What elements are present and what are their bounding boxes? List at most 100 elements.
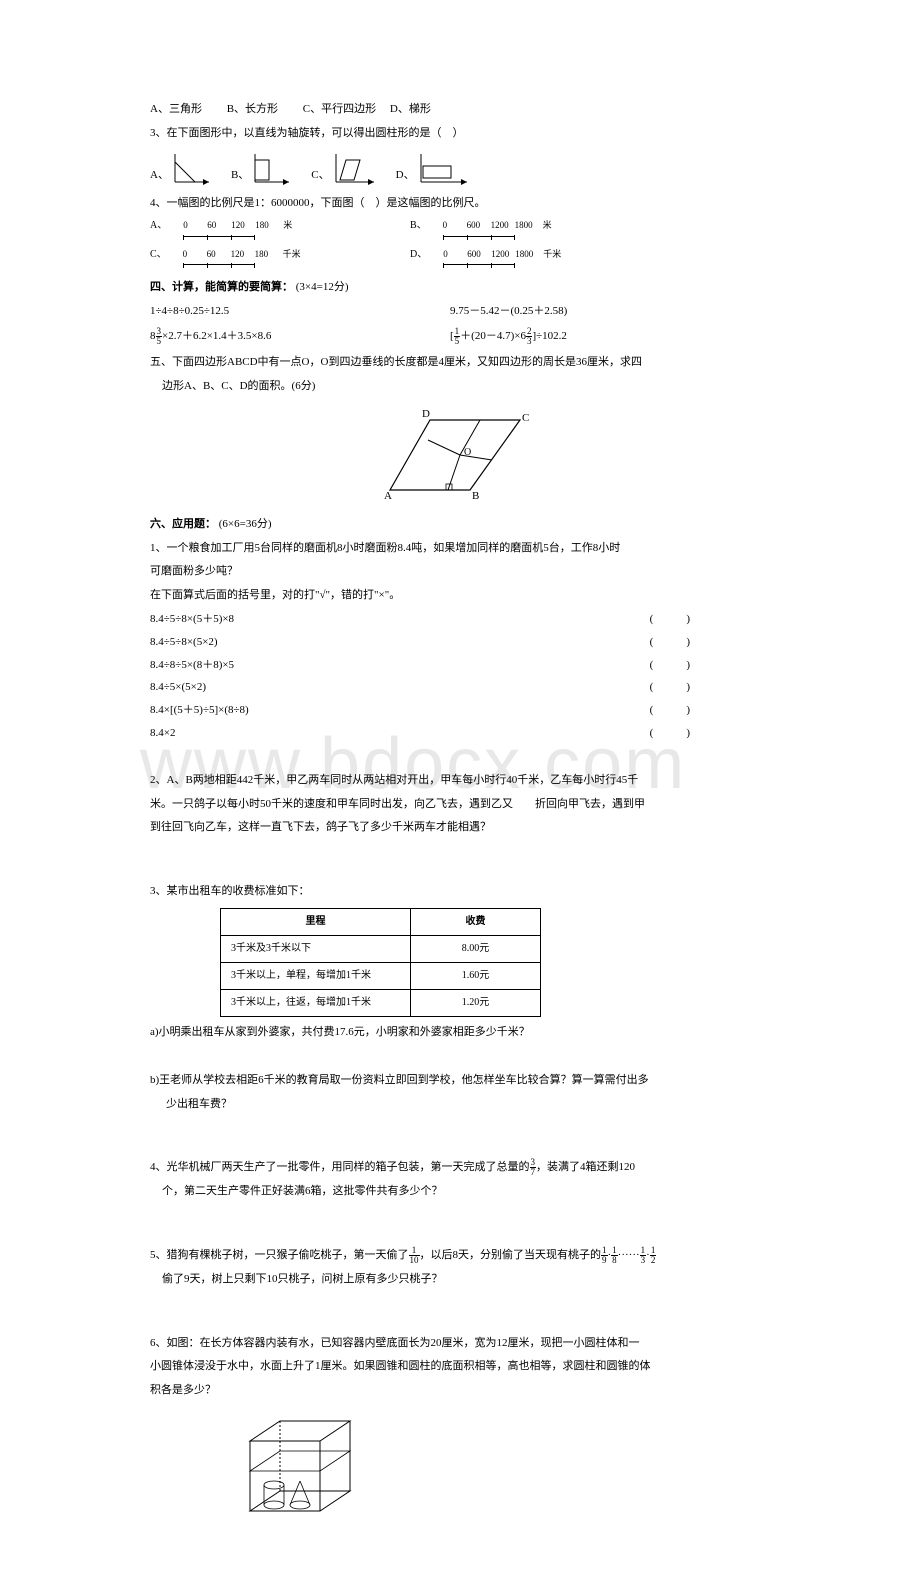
th: 收费	[411, 908, 541, 935]
q3-letter-a: A、	[150, 166, 169, 186]
p6-l2: 小圆锥体浸没于水中，水面上升了1厘米。如果圆锥和圆柱的底面积相等，高也相等，求圆…	[150, 1357, 770, 1377]
r: 0	[443, 246, 467, 262]
r: 千米	[283, 246, 307, 262]
r: 120	[231, 246, 255, 262]
ruler-c: 060120180千米	[183, 246, 307, 268]
c: 8.4÷8÷5×(8＋8)×5	[150, 656, 234, 676]
p1-l1: 1、一个粮食加工厂用5台同样的磨面机8小时磨面粉8.4吨，如果增加同样的磨面机5…	[150, 539, 770, 559]
q4-opt-a: A、 060120180米	[150, 217, 410, 239]
p3-l1: 3、某市出租车的收费标准如下：	[150, 882, 770, 902]
opt-b: B、长方形	[227, 103, 278, 115]
chk3: 8.4÷8÷5×(8＋8)×5( )	[150, 656, 690, 676]
svg-text:C: C	[522, 412, 529, 424]
r: 120	[231, 217, 255, 233]
td: 8.00元	[411, 935, 541, 962]
chk5: 8.4×[(5＋5)÷5]×(8÷8) ( )	[150, 701, 690, 721]
td: 3千米及3千米以下	[221, 935, 411, 962]
r: 1800	[515, 217, 539, 233]
sec4-title: 四、计算，能简算的要简算：	[150, 281, 293, 293]
p4-l1: 4、光华机械厂两天生产了一批零件，用同样的箱子包装，第一天完成了总量的37，装满…	[150, 1158, 770, 1178]
sec6-title: 六、应用题：	[150, 518, 216, 530]
r: 600	[467, 217, 491, 233]
r: 0	[183, 246, 207, 262]
sec6-pts: (6×6=36分)	[219, 518, 272, 530]
q3-letter-c: C、	[311, 166, 329, 186]
p3-b1: b)王老师从学校去相距6千米的教育局取一份资料立即回到学校，他怎样坐车比较合算？…	[150, 1071, 770, 1091]
c: ( )	[650, 724, 690, 744]
sec4-heading: 四、计算，能简算的要简算： (3×4=12分)	[150, 278, 770, 298]
opt-c: C、平行四边形	[303, 103, 376, 115]
rotation-shape-c	[334, 152, 378, 186]
q4-letter-c: C、	[150, 246, 167, 264]
r: 180	[255, 217, 279, 233]
sec5-l1: 五、下面四边形ABCD中有一点O，O到四边垂线的长度都是4厘米，又知四边形的周长…	[150, 353, 770, 373]
table-row: 3千米以上，往返，每增加1千米1.20元	[221, 989, 541, 1016]
calc-1: 1÷4÷8÷0.25÷12.5	[150, 302, 450, 322]
chk6: 8.4×2 ( )	[150, 724, 690, 744]
c: ( )	[650, 678, 690, 698]
p5-l2: 偷了9天，树上只剩下10只桃子，问树上原有多少只桃子？	[150, 1270, 770, 1290]
p3-b2: 少出租车费？	[150, 1095, 770, 1115]
r: 千米	[543, 246, 567, 262]
sec5-l2: 边形A、B、C、D的面积。(6分)	[150, 377, 770, 397]
r: 米	[283, 217, 307, 233]
page-content: A、三角形 B、长方形 C、平行四边形 D、梯形 3、在下面图形中，以直线为轴旋…	[150, 100, 770, 1529]
q4-opt-d: D、 060012001800千米	[410, 246, 670, 268]
calc-2: 9.75－5.42－(0.25＋2.58)	[450, 302, 750, 322]
q3-shapes-row: A、 B、 C、 D、	[150, 152, 770, 186]
q3-letter-b: B、	[231, 166, 249, 186]
calc-row1: 1÷4÷8÷0.25÷12.5 9.75－5.42－(0.25＋2.58)	[150, 302, 770, 322]
q4-text: 4、一幅图的比例尺是1：6000000，下面图（ ）是这幅图的比例尺。	[150, 194, 770, 214]
parallelogram-diagram: A B C D O	[370, 405, 550, 505]
svg-text:D: D	[422, 408, 430, 420]
ruler-b: 060012001800米	[443, 217, 567, 239]
sec6-heading: 六、应用题： (6×6=36分)	[150, 515, 770, 535]
chk4: 8.4÷5×(5×2)( )	[150, 678, 690, 698]
q4-letter-a: A、	[150, 217, 167, 235]
shape-options-row: A、三角形 B、长方形 C、平行四边形 D、梯形	[150, 100, 770, 120]
sec4-pts: (3×4=12分)	[296, 281, 349, 293]
p4-l2: 个，第二天生产零件正好装满6箱，这批零件共有多少个？	[150, 1182, 770, 1202]
p2-l2: 米。一只鸽子以每小时50千米的速度和甲车同时出发，向乙飞去，遇到乙又 折回向甲飞…	[150, 795, 770, 815]
rotation-shape-b	[253, 152, 293, 186]
r: 0	[183, 217, 207, 233]
calc-4: [15＋(20－4.7)×623]÷102.2	[450, 327, 750, 347]
calc-3: 835×2.7＋6.2×1.4＋3.5×8.6	[150, 327, 450, 347]
th: 里程	[221, 908, 411, 935]
r: 180	[255, 246, 279, 262]
rotation-shape-d	[419, 152, 471, 186]
taxi-fare-table: 里程收费 3千米及3千米以下8.00元 3千米以上，单程，每增加1千米1.60元…	[220, 908, 541, 1017]
c: 8.4×2	[150, 724, 175, 744]
p1-l3: 在下面算式后面的括号里，对的打"√"，错的打"×"。	[150, 586, 770, 606]
calc-row2: 835×2.7＋6.2×1.4＋3.5×8.6 [15＋(20－4.7)×623…	[150, 327, 770, 347]
opt-d: D、梯形	[390, 103, 431, 115]
td: 3千米以上，单程，每增加1千米	[221, 962, 411, 989]
c: ( )	[650, 701, 690, 721]
svg-text:A: A	[384, 490, 392, 502]
p6-l1: 6、如图：在长方体容器内装有水，已知容器内壁底面长为20厘米，宽为12厘米，现把…	[150, 1334, 770, 1354]
q4-letter-d: D、	[410, 246, 427, 264]
r: 60	[207, 217, 231, 233]
c: 8.4×[(5＋5)÷5]×(8÷8)	[150, 701, 249, 721]
r: 600	[467, 246, 491, 262]
q3-text: 3、在下面图形中，以直线为轴旋转，可以得出圆柱形的是（ ）	[150, 124, 770, 144]
r: 0	[443, 217, 467, 233]
r: 1200	[491, 246, 515, 262]
q4-opt-b: B、 060012001800米	[410, 217, 670, 239]
td: 1.20元	[411, 989, 541, 1016]
c: ( )	[650, 610, 690, 630]
ruler-d: 060012001800千米	[443, 246, 567, 268]
p6-l3: 积各是多少？	[150, 1381, 770, 1401]
td: 3千米以上，往返，每增加1千米	[221, 989, 411, 1016]
opt-a: A、三角形	[150, 103, 202, 115]
table-row: 3千米以上，单程，每增加1千米1.60元	[221, 962, 541, 989]
container-diagram	[240, 1411, 380, 1521]
r: 米	[543, 217, 567, 233]
r: 1800	[515, 246, 539, 262]
p1-l2: 可磨面粉多少吨？	[150, 562, 770, 582]
c: 8.4÷5÷8×(5＋5)×8	[150, 610, 234, 630]
chk2: 8.4÷5÷8×(5×2)( )	[150, 633, 690, 653]
q4-letter-b: B、	[410, 217, 427, 235]
r: 1200	[491, 217, 515, 233]
ruler-a: 060120180米	[183, 217, 307, 239]
